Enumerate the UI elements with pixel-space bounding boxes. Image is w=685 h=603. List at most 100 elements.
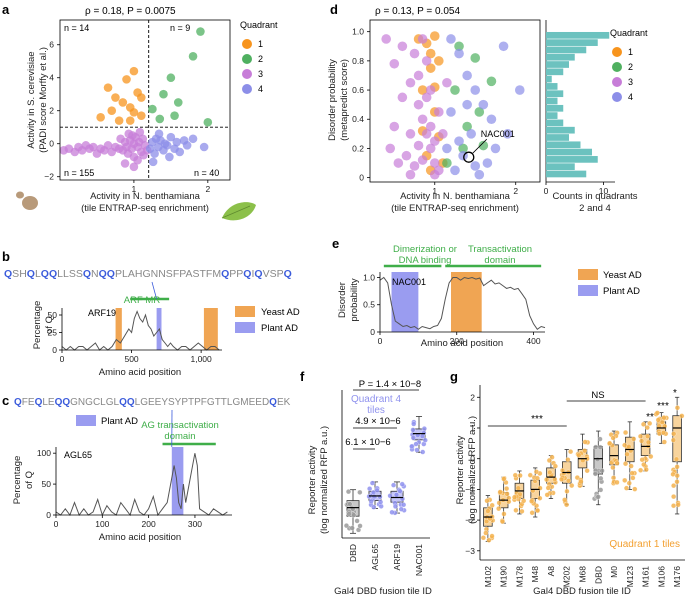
panel-d-ylabel-2: (metapredict score) <box>339 59 350 141</box>
panel-a-xlabel-1: Activity in N. benthamiana <box>90 191 201 202</box>
panel-g-point <box>512 494 518 500</box>
panel-g-point <box>638 467 644 473</box>
panel-g-point <box>513 507 519 513</box>
panel-d-point-q3 <box>389 121 400 132</box>
panel-d-point-q2 <box>442 158 452 168</box>
panel-a-point-q2 <box>188 51 198 61</box>
panel-g-sig-m106: *** <box>657 401 669 412</box>
panel-g-point <box>610 464 616 471</box>
sequence-residue: F <box>206 268 212 280</box>
panel-d-legend-marker-1 <box>612 47 622 57</box>
panel-f-point <box>378 503 384 509</box>
panel-b-line <box>61 310 220 351</box>
panel-d-point-q3 <box>381 34 391 44</box>
panel-d-ytick-label: 0.8 <box>352 56 364 66</box>
panel-f-point <box>398 506 404 512</box>
panel-b-legend-yeast-swatch <box>235 306 255 317</box>
panel-f-point <box>419 433 426 439</box>
panel-g-point <box>537 495 543 501</box>
panel-g-point <box>533 469 539 475</box>
panel-g-xtick-label: M68 <box>578 566 588 583</box>
panel-f-p-low: 6.1 × 10−6 <box>345 437 390 448</box>
panel-g-point <box>534 507 541 513</box>
panel-g-point <box>486 537 492 543</box>
panel-g-point <box>582 448 588 454</box>
panel-d-point-q3 <box>393 158 404 168</box>
panel-g-point <box>565 478 572 484</box>
panel-g-point <box>595 456 601 462</box>
panel-d-legend-marker-4 <box>612 92 622 102</box>
panel-d-xtick-label: 1 <box>432 186 437 196</box>
panel-g-ytick-label: 1 <box>470 423 475 433</box>
panel-g-ylabel-1: Reporter activity <box>455 435 466 504</box>
panel-c-ytick-label: 0 <box>46 510 51 520</box>
sequence-residue: E <box>277 397 284 408</box>
sequence-residue: E <box>28 397 35 408</box>
sequence-residue: Q <box>4 268 12 280</box>
sequence-residue: E <box>148 397 155 408</box>
panel-d-hist-bar <box>546 39 598 46</box>
panel-c: c QFEQLEQQGNGCLGLQQLGEEYSYPTPFGTTLGMEEDQ… <box>2 393 291 543</box>
panel-g-point <box>673 456 680 462</box>
panel-d-plot: NAC001 0 0.2 0.4 0.6 0.8 1.0 1 2 <box>352 27 525 196</box>
panel-g-sig-m176: * <box>673 388 677 399</box>
panel-d-point-q4 <box>446 107 456 117</box>
panel-g-point <box>597 444 603 450</box>
panel-g-point <box>544 492 550 498</box>
panel-a-legend-title: Quadrant <box>240 20 278 30</box>
panel-g-point <box>659 419 665 425</box>
panel-a-point-q3 <box>135 127 145 137</box>
panel-a-legend-label-4: 4 <box>258 84 263 94</box>
panel-g-point <box>639 438 645 444</box>
panel-d-legend-title: Quadrant <box>610 28 648 38</box>
panel-d-point-q3 <box>417 114 428 125</box>
panel-g-point <box>564 488 570 494</box>
panel-g-point <box>643 466 649 473</box>
sequence-residue: D <box>262 397 269 408</box>
panel-c-ytick-label: 100 <box>37 448 51 458</box>
panel-a-point-q4 <box>150 149 159 158</box>
panel-a-point-q4 <box>188 134 198 144</box>
panel-a-legend-label-3: 3 <box>258 69 263 79</box>
sequence-residue: P <box>229 268 236 280</box>
panel-a-point-q3 <box>129 162 139 172</box>
sequence-residue: S <box>270 268 277 280</box>
panel-g-point <box>545 485 551 491</box>
panel-a-xtick-label: 1 <box>132 184 137 194</box>
panel-b-ytick-label: 25 <box>48 328 58 338</box>
panel-d-point-q2 <box>486 76 497 87</box>
panel-e-line <box>379 276 546 331</box>
panel-b-seq-pointer <box>151 281 157 300</box>
panel-d-point-q3 <box>442 77 452 88</box>
panel-g-point <box>671 483 677 489</box>
panel-a-point-q2 <box>173 98 183 107</box>
panel-g-point <box>593 444 599 450</box>
panel-d-legend-label-3: 3 <box>628 77 633 87</box>
panel-g-point <box>624 451 630 457</box>
panel-a-n-bottom-left: n = 155 <box>64 168 94 178</box>
panel-g-point <box>527 472 533 478</box>
panel-f-p-mid: 4.9 × 10−6 <box>355 416 400 427</box>
panel-a-point-q1 <box>137 111 146 120</box>
panel-a-ytick-label: −2 <box>44 172 54 182</box>
panel-d-legend: 1 2 3 4 <box>612 47 633 102</box>
panel-d-point-q3 <box>397 41 408 52</box>
sequence-residue: S <box>192 268 199 280</box>
panel-a-point-q4 <box>162 141 172 150</box>
panel-g-point <box>578 479 584 485</box>
panel-d-point-q3 <box>413 140 424 151</box>
panel-g-ytick-label: −3 <box>465 546 475 556</box>
sequence-residue: V <box>263 268 270 280</box>
sequence-residue: S <box>166 268 173 280</box>
sequence-residue: L <box>42 397 48 408</box>
panel-g-xtick-label: M178 <box>514 566 524 588</box>
sequence-residue: A <box>128 268 135 280</box>
panel-d-hist-bar <box>546 134 569 141</box>
panel-f-point <box>349 525 355 531</box>
panel-g-point <box>598 487 604 493</box>
panel-e-ytick-label: 0 <box>370 327 375 337</box>
panel-d-point-q4 <box>442 143 452 154</box>
panel-g-point <box>592 471 598 477</box>
sequence-residue: C <box>93 397 100 408</box>
panel-g-point <box>670 437 676 443</box>
